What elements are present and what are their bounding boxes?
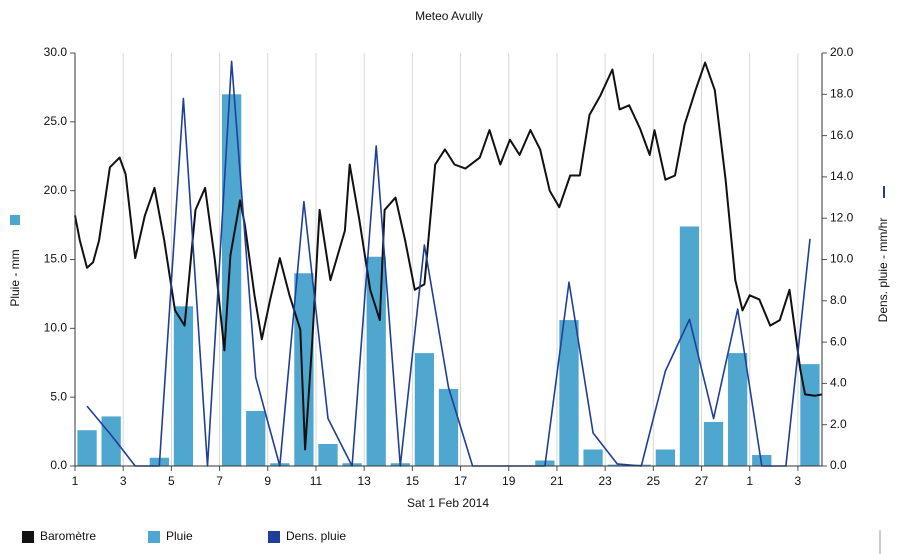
- x-tick-label: 1: [72, 474, 79, 488]
- bar: [101, 416, 121, 466]
- legend-label: Pluie: [166, 529, 193, 543]
- x-tick-label: 3: [795, 474, 802, 488]
- y-tick-label: 15.0: [44, 252, 68, 266]
- y-axis-swatch: [10, 215, 20, 225]
- x-tick-label: 23: [598, 474, 612, 488]
- bar: [221, 94, 242, 467]
- y-tick-label: 5.0: [50, 389, 67, 403]
- x-tick-label: 25: [647, 474, 661, 488]
- bar: [438, 388, 459, 466]
- x-tick-label: 5: [168, 474, 175, 488]
- bar: [77, 430, 97, 466]
- bar: [607, 464, 627, 466]
- x-axis-label: Sat 1 Feb 2014: [407, 496, 489, 510]
- x-tick-label: 11: [310, 474, 323, 488]
- x-tick-label: 15: [406, 474, 420, 488]
- bar: [294, 273, 314, 466]
- bar: [703, 421, 724, 466]
- y-tick-label: 25.0: [44, 114, 68, 128]
- y2-tick-label: 6.0: [830, 334, 847, 348]
- x-tick-label: 9: [264, 474, 271, 488]
- bar: [559, 320, 579, 466]
- y-axis-label: Pluie - mm: [8, 249, 22, 306]
- y2-axis-label: Dens. pluie - mm/hr: [876, 218, 890, 323]
- legend-swatch: [22, 531, 34, 543]
- y2-tick-label: 10.0: [830, 252, 854, 266]
- y-tick-label: 30.0: [44, 45, 68, 59]
- x-tick-label: 1: [746, 474, 753, 488]
- bar: [655, 449, 676, 466]
- bar: [728, 353, 748, 466]
- y2-tick-label: 20.0: [830, 45, 854, 59]
- y-tick-label: 20.0: [44, 183, 68, 197]
- bar: [414, 353, 435, 466]
- bar: [679, 226, 700, 466]
- chart-title: Meteo Avully: [415, 9, 483, 23]
- x-tick-label: 21: [550, 474, 564, 488]
- legend-swatch: [268, 531, 280, 543]
- x-tick-label: 17: [454, 474, 468, 488]
- y2-tick-label: 18.0: [830, 86, 854, 100]
- bar: [246, 410, 266, 466]
- x-tick-label: 19: [502, 474, 516, 488]
- x-tick-label: 3: [120, 474, 127, 488]
- y2-tick-label: 2.0: [830, 417, 847, 431]
- y-tick-label: 10.0: [44, 321, 68, 335]
- y2-tick-label: 8.0: [830, 293, 847, 307]
- x-tick-label: 27: [695, 474, 709, 488]
- x-tick-label: 13: [357, 474, 371, 488]
- bar: [173, 306, 194, 466]
- legend-label: Baromètre: [40, 529, 96, 543]
- bar: [318, 443, 338, 466]
- y-tick-label: 0.0: [50, 458, 67, 472]
- y2-tick-label: 12.0: [830, 210, 854, 224]
- y2-tick-label: 0.0: [830, 458, 847, 472]
- y2-tick-label: 16.0: [830, 128, 854, 142]
- y2-tick-label: 14.0: [830, 169, 854, 183]
- line: [74, 61, 823, 451]
- legend-label: Dens. pluie: [286, 529, 346, 543]
- y2-tick-label: 4.0: [830, 376, 847, 390]
- x-tick-label: 7: [216, 474, 223, 488]
- legend-swatch: [148, 531, 160, 543]
- bar: [583, 449, 603, 466]
